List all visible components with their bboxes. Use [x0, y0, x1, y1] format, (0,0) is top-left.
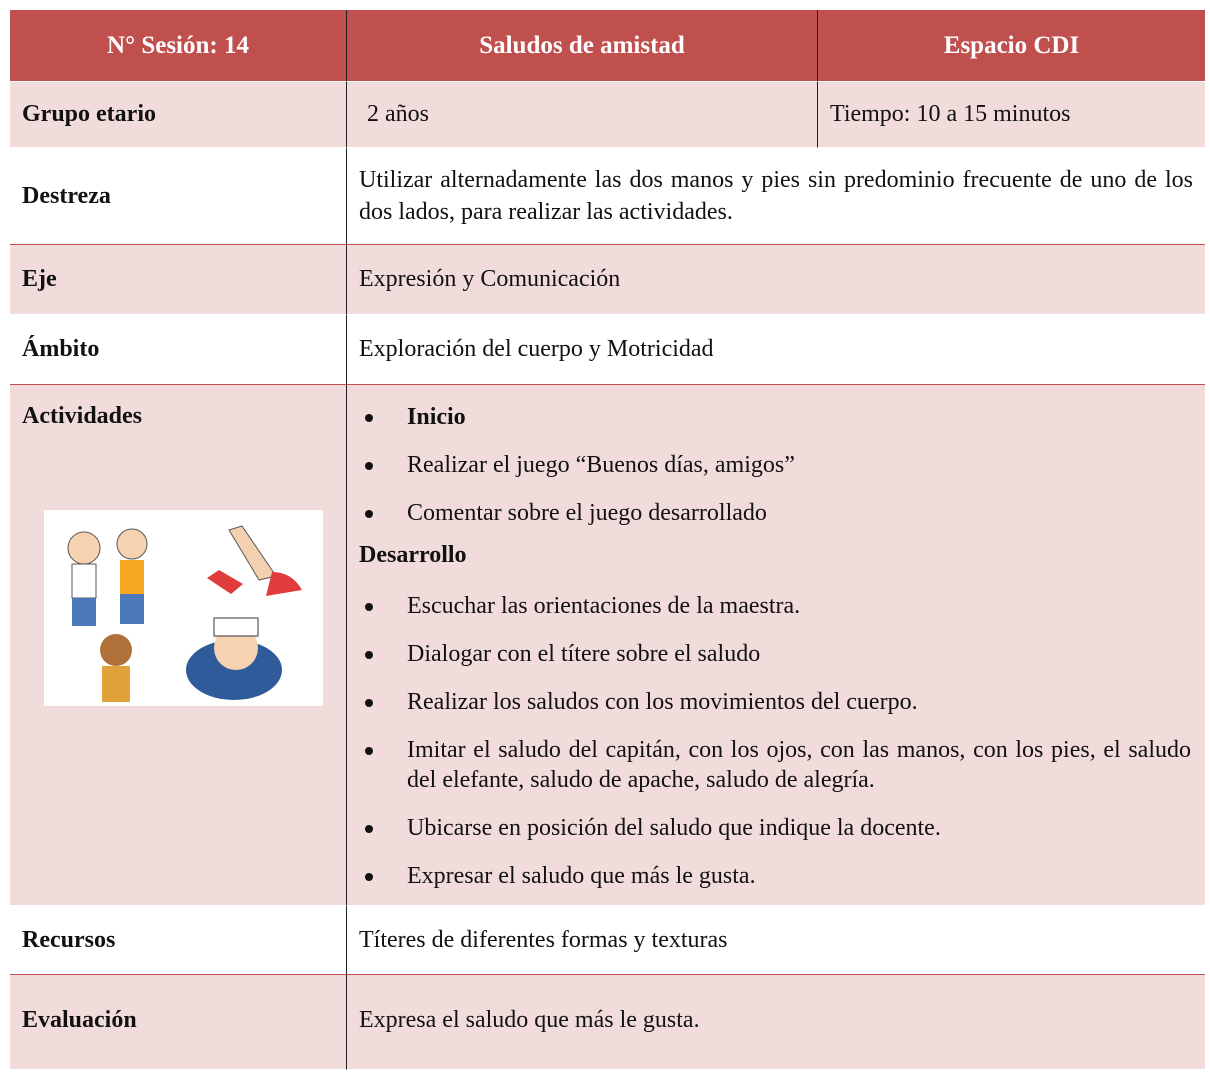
skill-value: Utilizar alternadamente las dos manos y … — [347, 148, 1205, 245]
session-header: N° Sesión: 14 — [10, 10, 347, 82]
start-item: Comentar sobre el juego desarrollado — [359, 498, 1191, 528]
development-item: Escuchar las orientaciones de la maestra… — [359, 591, 1191, 621]
development-heading: Desarrollo — [359, 542, 467, 568]
title-header: Saludos de amistad — [347, 10, 818, 82]
development-item: Expresar el saludo que más le gusta. — [359, 861, 1191, 891]
axis-label: Eje — [10, 245, 347, 315]
start-heading: Inicio — [359, 402, 1191, 432]
activities-label: Actividades — [22, 403, 142, 429]
time-value: Tiempo: 10 a 15 minutos — [818, 82, 1205, 148]
skill-label: Destreza — [10, 148, 347, 245]
evaluation-label: Evaluación — [10, 975, 347, 1070]
resources-value: Títeres de diferentes formas y texturas — [347, 906, 1205, 975]
start-list: Inicio Realizar el juego “Buenos días, am… — [359, 402, 1191, 528]
age-label: Grupo etario — [10, 82, 347, 148]
development-item: Ubicarse en posición del saludo que indi… — [359, 813, 1191, 843]
development-item: Dialogar con el títere sobre el saludo — [359, 639, 1191, 669]
development-item: Realizar los saludos con los movimientos… — [359, 687, 1191, 717]
scope-label: Ámbito — [10, 315, 347, 385]
evaluation-value: Expresa el saludo que más le gusta. — [347, 975, 1205, 1070]
start-item: Realizar el juego “Buenos días, amigos” — [359, 450, 1191, 480]
scope-value: Exploración del cuerpo y Motricidad — [347, 315, 1205, 385]
space-header: Espacio CDI — [818, 10, 1205, 82]
development-list: Escuchar las orientaciones de la maestra… — [359, 591, 1191, 891]
activities-cell: Inicio Realizar el juego “Buenos días, am… — [347, 385, 1205, 906]
development-item: Imitar el saludo del capitán, con los oj… — [359, 735, 1191, 795]
age-value: 2 años — [347, 82, 818, 148]
activities-illustration — [44, 510, 323, 706]
resources-label: Recursos — [10, 906, 347, 975]
axis-value: Expresión y Comunicación — [347, 245, 1205, 315]
